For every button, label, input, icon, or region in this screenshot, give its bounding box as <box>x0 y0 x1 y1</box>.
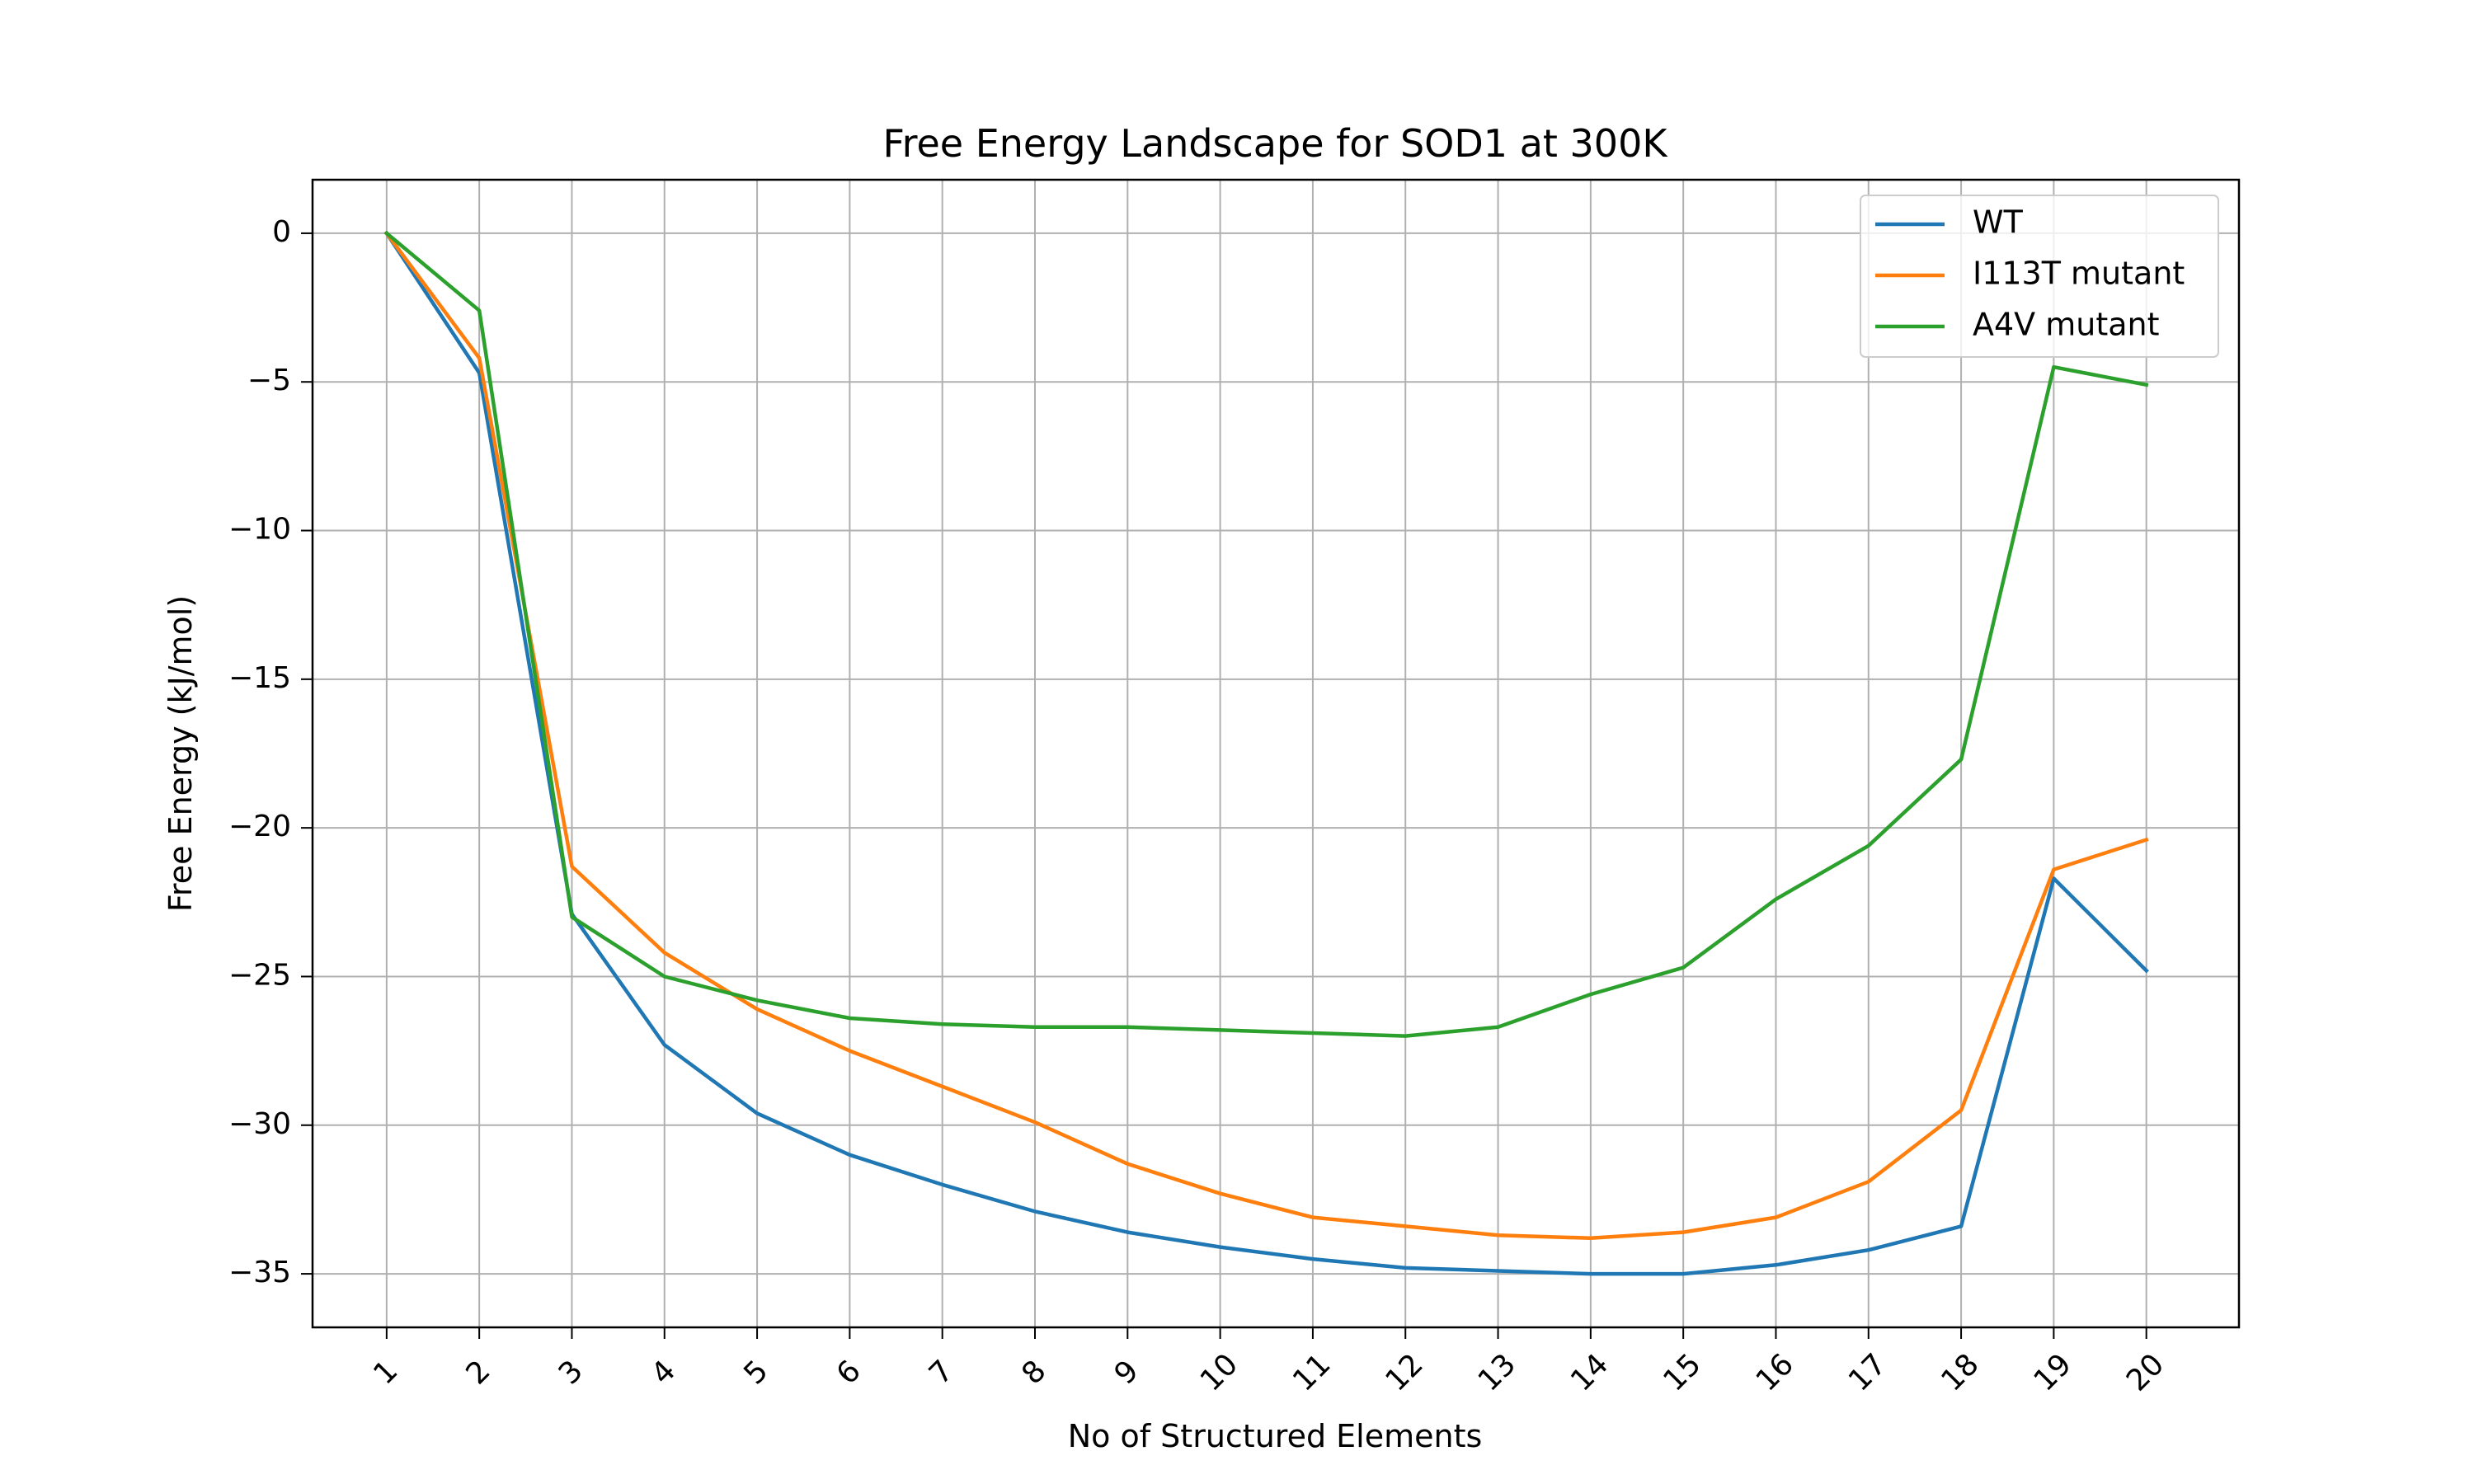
grid <box>313 180 2239 1327</box>
y-axis-label: Free Energy (kJ/mol) <box>162 595 199 912</box>
legend-label-2: A4V mutant <box>1973 307 2160 343</box>
series-line-0 <box>383 230 2149 1276</box>
y-tick-label: −10 <box>228 513 291 547</box>
series-line-2 <box>383 230 2149 1038</box>
plot-frame <box>311 178 2241 1329</box>
y-axis-ticks: 0 −5 −10 −15 −20 −25 −30 −35 <box>228 215 313 1289</box>
series-line-1 <box>383 230 2149 1241</box>
y-tick-label: −25 <box>228 958 291 992</box>
chart-title: Free Energy Landscape for SOD1 at 300K <box>882 121 1668 166</box>
y-tick-label: −30 <box>228 1107 291 1141</box>
y-tick-label: 0 <box>272 215 291 249</box>
x-axis-label: No of Structured Elements <box>1068 1418 1483 1454</box>
y-tick-label: −5 <box>247 364 291 397</box>
y-tick-label: −20 <box>228 810 291 843</box>
y-tick-label: −35 <box>228 1256 291 1289</box>
series-lines <box>383 230 2149 1276</box>
legend: WT I113T mutant A4V mutant <box>1860 195 2219 358</box>
legend-label-1: I113T mutant <box>1973 256 2185 292</box>
y-tick-label: −15 <box>228 661 291 695</box>
legend-box <box>1860 195 2219 358</box>
legend-label-0: WT <box>1973 204 2024 241</box>
